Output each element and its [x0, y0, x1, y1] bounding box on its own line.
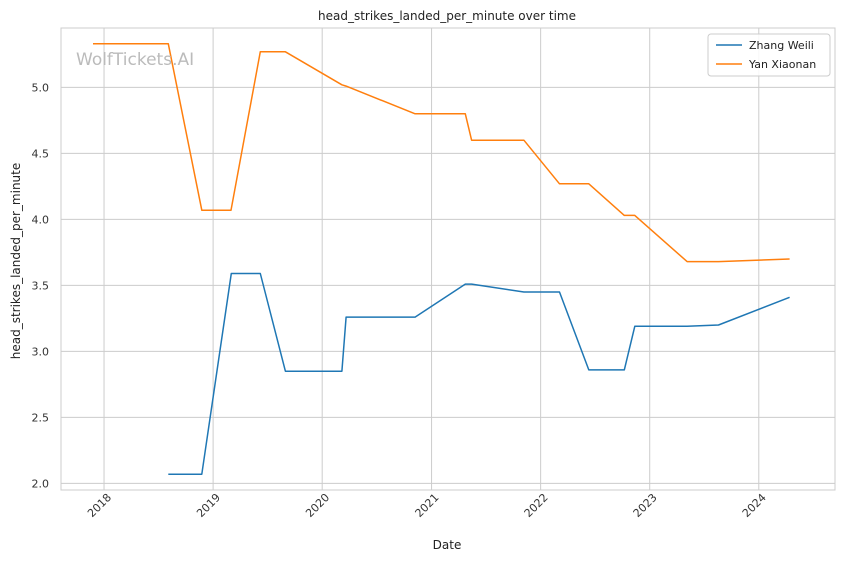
- x-tick-label-2024: 2024: [740, 491, 769, 520]
- y-tick-label-5-0: 5.0: [32, 81, 50, 94]
- y-axis-ticks: 2.0 2.5 3.0 3.5 4.0 4.5 5.0: [32, 81, 50, 490]
- y-tick-label-4-0: 4.0: [32, 213, 50, 226]
- grid-lines: [61, 28, 835, 490]
- y-tick-label-2-0: 2.0: [32, 477, 50, 490]
- x-tick-label-2021: 2021: [413, 491, 442, 520]
- legend: Zhang Weili Yan Xiaonan: [707, 33, 831, 77]
- x-tick-label-2022: 2022: [522, 491, 551, 520]
- x-tick-label-2020: 2020: [303, 491, 332, 520]
- y-tick-label-3-0: 3.0: [32, 345, 50, 358]
- y-tick-label-3-5: 3.5: [32, 279, 50, 292]
- x-tick-label-2023: 2023: [631, 491, 660, 520]
- series-line-yan-xiaonan: [93, 43, 790, 263]
- legend-label-zhang-weili: Zhang Weili: [749, 39, 814, 52]
- watermark-text: WolfTickets.AI: [76, 50, 194, 70]
- y-axis-label: head_strikes_landed_per_minute: [9, 163, 23, 360]
- x-axis-label: Date: [433, 538, 462, 552]
- series-line-zhang-weili: [168, 272, 790, 475]
- y-tick-label-2-5: 2.5: [32, 411, 50, 424]
- chart-title: head_strikes_landed_per_minute over time: [318, 9, 576, 23]
- x-axis-ticks: 2018 2019 2020 2021 2022 2023 2024: [85, 491, 769, 520]
- x-tick-label-2018: 2018: [85, 491, 114, 520]
- x-tick-label-2019: 2019: [194, 491, 223, 520]
- series-layer: [93, 43, 790, 475]
- y-tick-label-4-5: 4.5: [32, 147, 50, 160]
- legend-label-yan-xiaonan: Yan Xiaonan: [748, 58, 816, 71]
- plot-frame: [60, 27, 836, 491]
